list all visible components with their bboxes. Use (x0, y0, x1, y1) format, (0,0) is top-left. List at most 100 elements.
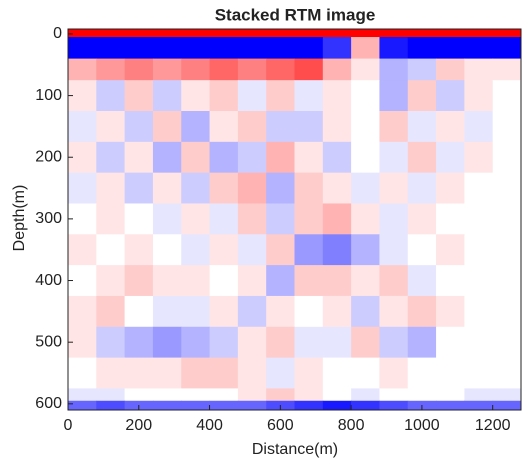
heatmap-cell (209, 234, 239, 266)
heatmap-cell (407, 203, 437, 235)
heatmap-cell (322, 265, 352, 297)
heatmap-cell (379, 29, 409, 38)
heatmap-cell (124, 388, 154, 402)
y-tick-label: 100 (35, 87, 62, 104)
heatmap-cell (407, 326, 437, 359)
heatmap-cell (266, 234, 295, 266)
heatmap-cell (124, 58, 154, 81)
x-tick-label: 0 (64, 417, 73, 434)
heatmap-cell (237, 357, 267, 389)
heatmap-cell (181, 295, 211, 328)
heatmap-cell (322, 141, 352, 174)
heatmap-cell (124, 357, 154, 389)
heatmap-cell (266, 110, 295, 143)
heatmap-cell (351, 234, 380, 266)
heatmap-cell (96, 80, 126, 112)
heatmap-cell (322, 326, 352, 359)
heatmap-cell (152, 110, 182, 143)
heatmap-cell (181, 400, 211, 411)
heatmap-cell (351, 295, 380, 328)
y-tick-label: 400 (35, 272, 62, 289)
heatmap-cell (209, 58, 239, 81)
heatmap-cell (209, 400, 239, 411)
heatmap-cell (492, 29, 522, 38)
heatmap-cell (237, 295, 267, 328)
heatmap-cell (96, 400, 126, 411)
heatmap-cell (294, 80, 324, 112)
heatmap-cell (436, 58, 465, 81)
heatmap-cell (68, 400, 97, 411)
y-tick-label: 300 (35, 210, 62, 227)
heatmap-cell (322, 357, 352, 389)
heatmap-cell (407, 234, 437, 266)
heatmap-cell (436, 265, 465, 297)
heatmap-cell (237, 265, 267, 297)
heatmap-cell (96, 265, 126, 297)
heatmap-cell (152, 37, 182, 60)
heatmap-cell (181, 203, 211, 235)
heatmap-cell (96, 326, 126, 359)
heatmap-cell (436, 29, 465, 38)
heatmap-cell (152, 58, 182, 81)
heatmap-cell (237, 29, 267, 38)
heatmap-cell (96, 203, 126, 235)
heatmap-cell (96, 110, 126, 143)
heatmap-cell (464, 295, 494, 328)
heatmap-cell (68, 58, 97, 81)
heatmap-cell (407, 265, 437, 297)
heatmap-cell (322, 172, 352, 204)
heatmap-cell (464, 388, 494, 402)
heatmap-cell (237, 58, 267, 81)
heatmap-cell (407, 295, 437, 328)
heatmap-cell (492, 203, 522, 235)
heatmap-cell (294, 29, 324, 38)
heatmap-cell (492, 265, 522, 297)
heatmap-cell (294, 388, 324, 402)
heatmap-cell (124, 295, 154, 328)
heatmap-cell (407, 141, 437, 174)
heatmap-cell (294, 400, 324, 411)
heatmap-cell (294, 203, 324, 235)
heatmap-cell (152, 295, 182, 328)
heatmap-cell (464, 234, 494, 266)
heatmap-cell (294, 110, 324, 143)
heatmap-cell (464, 141, 494, 174)
heatmap-cell (379, 203, 409, 235)
heatmap-cell (209, 357, 239, 389)
x-tick-label: 400 (196, 417, 223, 434)
heatmap-cell (152, 234, 182, 266)
heatmap-cell (436, 172, 465, 204)
heatmap-cell (492, 58, 522, 81)
heatmap-cell (407, 357, 437, 389)
y-axis-label: Depth(m) (11, 185, 28, 252)
heatmap-cell (294, 234, 324, 266)
heatmap-cell (407, 110, 437, 143)
heatmap-cell (237, 80, 267, 112)
heatmap-cell (492, 172, 522, 204)
heatmap-cell (124, 265, 154, 297)
heatmap-cell (492, 141, 522, 174)
heatmap-cell (379, 388, 409, 402)
heatmap-cell (266, 203, 295, 235)
heatmap-cell (209, 110, 239, 143)
heatmap-cell (68, 357, 97, 389)
heatmap-cell (464, 58, 494, 81)
chart-title: Stacked RTM image (215, 5, 376, 24)
heatmap-cell (209, 388, 239, 402)
heatmap-cell (351, 388, 380, 402)
heatmap-cell (351, 29, 380, 38)
heatmap-cell (237, 172, 267, 204)
heatmap-cell (436, 141, 465, 174)
plot-frame (67, 28, 522, 411)
x-tick-label: 1000 (404, 417, 440, 434)
heatmap-cell (436, 326, 465, 359)
heatmap-cell (436, 400, 465, 411)
heatmap-cell (96, 29, 126, 38)
heatmap-cell (464, 357, 494, 389)
heatmap-cell (152, 29, 182, 38)
heatmap-cell (181, 326, 211, 359)
heatmap-cell (237, 400, 267, 411)
heatmap-cell (436, 388, 465, 402)
heatmap-cell (322, 234, 352, 266)
heatmap-cell (436, 234, 465, 266)
